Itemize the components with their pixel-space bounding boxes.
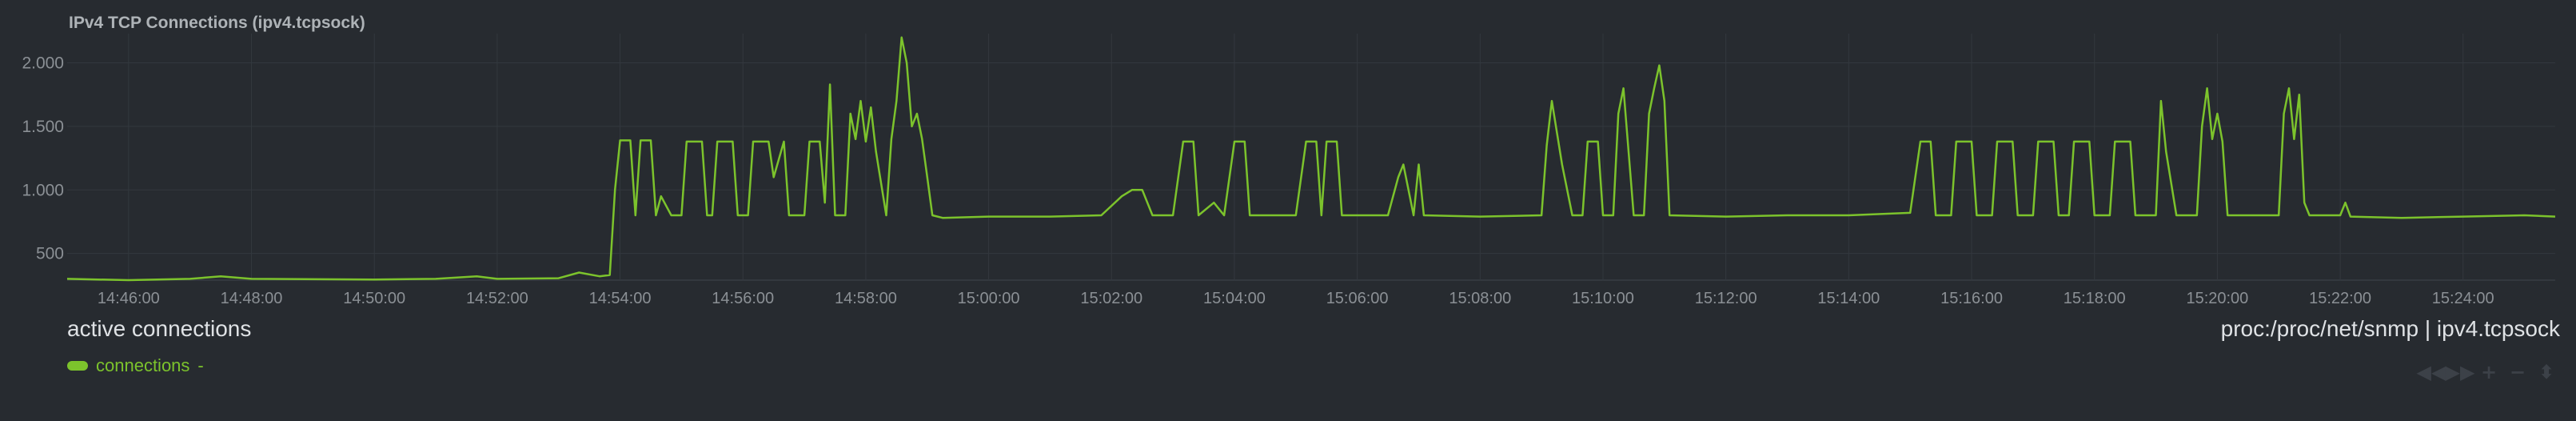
chart-source-prefix: proc:/proc/net/snmp xyxy=(2220,316,2419,341)
resize-icon[interactable]: ⬍ xyxy=(2538,361,2555,383)
y-tick-label: 2.000 xyxy=(22,54,64,73)
series-layer xyxy=(66,36,2556,282)
pan-left-icon[interactable]: ◀◀ xyxy=(2416,361,2446,383)
x-tick-label: 14:54:00 xyxy=(589,290,652,307)
y-tick-label: 500 xyxy=(36,245,64,263)
x-tick-label: 15:06:00 xyxy=(1326,290,1389,307)
x-tick-label: 15:16:00 xyxy=(1940,290,2003,307)
x-tick-label: 15:04:00 xyxy=(1203,290,1266,307)
zoom-out-icon[interactable]: − xyxy=(2509,361,2526,383)
x-tick-label: 15:02:00 xyxy=(1080,290,1142,307)
legend-swatch xyxy=(67,361,88,371)
x-tick-label: 15:00:00 xyxy=(958,290,1020,307)
x-tick-label: 15:12:00 xyxy=(1695,290,1757,307)
y-tick-label: 1.000 xyxy=(22,181,64,199)
zoom-in-icon[interactable]: + xyxy=(2480,361,2498,383)
legend-series-value: - xyxy=(197,355,204,375)
x-tick-label: 15:22:00 xyxy=(2309,290,2371,307)
chart-context-label: active connections xyxy=(67,316,252,341)
x-tick-label: 14:52:00 xyxy=(466,290,528,307)
x-tick-label: 15:08:00 xyxy=(1449,290,1511,307)
chart-canvas[interactable]: 500 1.000 1.500 2.000 14:46:00 14:48:00 14:50… xyxy=(0,0,2576,320)
x-tick-label: 15:14:00 xyxy=(1817,290,1880,307)
x-tick-label: 15:20:00 xyxy=(2186,290,2248,307)
chart-toolbox: ◀◀ ▶▶ + − ⬍ xyxy=(2416,361,2558,383)
series-line-connections xyxy=(66,36,2556,282)
chart-title: IPv4 TCP Connections (ipv4.tcpsock) xyxy=(69,14,365,32)
x-tick-label: 15:24:00 xyxy=(2432,290,2494,307)
x-axis: 14:46:00 14:48:00 14:50:00 14:52:00 14:54:00… xyxy=(98,290,2494,307)
chart-source: proc:/proc/net/snmp | ipv4.tcpsock xyxy=(2221,316,2560,342)
y-axis: 500 1.000 1.500 2.000 xyxy=(22,54,64,263)
x-tick-label: 15:18:00 xyxy=(2064,290,2126,307)
x-tick-label: 15:10:00 xyxy=(1572,290,1634,307)
chart-source-separator: | xyxy=(2424,316,2431,341)
x-tick-label: 14:56:00 xyxy=(712,290,774,307)
x-tick-label: 14:50:00 xyxy=(343,290,405,307)
pan-right-icon[interactable]: ▶▶ xyxy=(2445,361,2475,383)
legend[interactable]: connections - xyxy=(67,355,204,376)
chart-grid xyxy=(67,34,2555,281)
x-tick-label: 14:46:00 xyxy=(98,290,160,307)
x-tick-label: 14:58:00 xyxy=(835,290,897,307)
y-tick-label: 1.500 xyxy=(22,118,64,136)
legend-series-name: connections xyxy=(96,355,190,375)
x-tick-label: 14:48:00 xyxy=(221,290,283,307)
chart-source-id: ipv4.tcpsock xyxy=(2436,316,2560,341)
